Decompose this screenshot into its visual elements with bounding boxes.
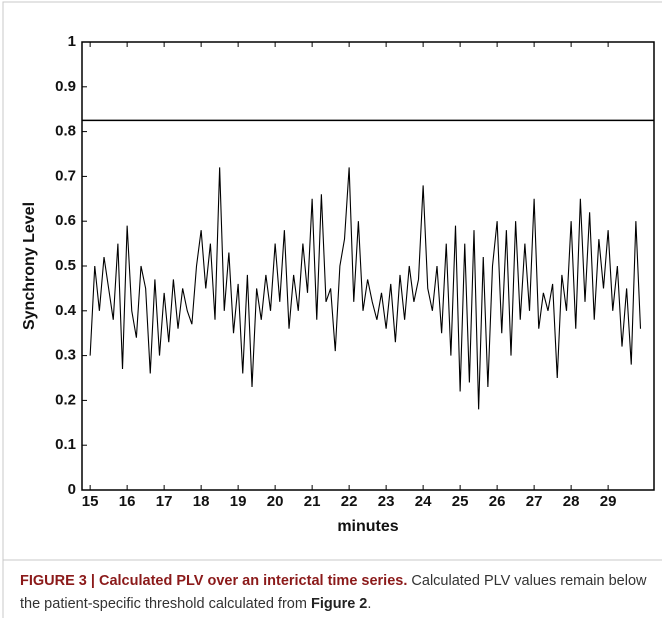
caption-title: FIGURE 3 | Calculated PLV over an interi… — [20, 573, 408, 589]
y-tick-label: 0.1 — [55, 436, 76, 453]
y-tick-label: 0.2 — [55, 391, 76, 408]
data-line — [89, 167, 642, 410]
x-tick-label: 21 — [304, 493, 321, 510]
y-axis-label: Synchrony Level — [21, 202, 38, 330]
y-tick-label: 0.7 — [55, 167, 76, 184]
x-tick-label: 28 — [563, 493, 580, 510]
x-tick-label: 15 — [82, 493, 99, 510]
y-tick-label: 0.8 — [55, 123, 76, 140]
x-tick-label: 23 — [378, 493, 395, 510]
x-tick-label: 20 — [267, 493, 284, 510]
x-axis-label: minutes — [337, 518, 398, 535]
x-tick-label: 18 — [193, 493, 210, 510]
x-tick-label: 29 — [600, 493, 617, 510]
caption: FIGURE 3 | Calculated PLV over an interi… — [20, 570, 650, 616]
x-tick-label: 19 — [230, 493, 247, 510]
y-tick-label: 0.4 — [55, 302, 77, 319]
x-tick-label: 26 — [489, 493, 506, 510]
frame — [2, 1, 662, 561]
y-tick-label: 0.5 — [55, 257, 76, 274]
caption-ref: Figure 2 — [310, 596, 368, 612]
y-tick-label: 0.3 — [55, 347, 76, 364]
x-tick-label: 22 — [341, 493, 358, 510]
y-tick-label: 0 — [68, 481, 76, 498]
caption-text: Calculated PLV values remain below the p… — [20, 573, 647, 612]
y-tick-label: 1 — [68, 33, 76, 50]
x-tick-label: 24 — [415, 493, 432, 510]
caption-end: . — [367, 596, 372, 612]
x-tick-label: 27 — [526, 493, 543, 510]
x-tick-label: 16 — [119, 493, 136, 510]
y-tick-label: 0.9 — [55, 78, 76, 95]
x-tick-label: 25 — [452, 493, 469, 510]
x-tick-label: 17 — [156, 493, 173, 510]
plot-box — [81, 41, 655, 491]
y-tick-label: 0.6 — [55, 212, 76, 229]
